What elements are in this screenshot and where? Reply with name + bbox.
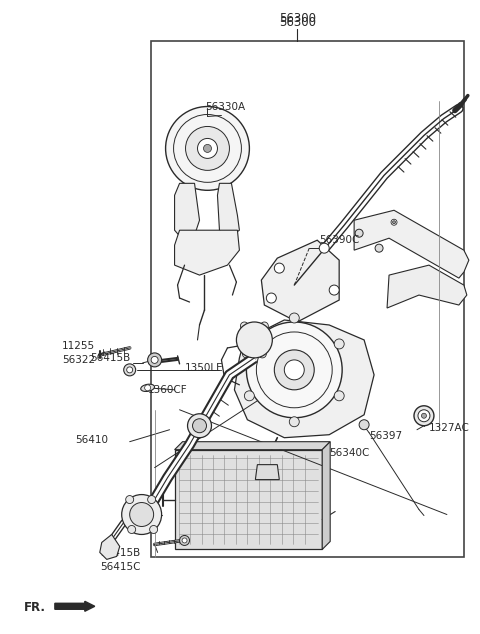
Text: 56300: 56300 [279, 16, 316, 29]
Circle shape [421, 413, 426, 418]
Circle shape [260, 322, 268, 330]
Circle shape [244, 391, 254, 401]
Circle shape [182, 538, 187, 543]
Circle shape [418, 410, 430, 422]
Polygon shape [261, 240, 339, 322]
Polygon shape [322, 442, 330, 550]
Circle shape [355, 230, 363, 237]
Polygon shape [175, 230, 240, 275]
Text: 56330A: 56330A [205, 101, 246, 112]
Circle shape [180, 536, 190, 545]
Text: 56415C: 56415C [100, 562, 140, 573]
Text: 11255: 11255 [62, 341, 95, 351]
Circle shape [244, 330, 264, 350]
FancyArrow shape [55, 601, 95, 611]
Bar [151, 41, 464, 557]
Circle shape [275, 263, 284, 273]
Circle shape [334, 339, 344, 349]
Circle shape [204, 145, 212, 152]
Circle shape [186, 126, 229, 171]
Circle shape [122, 495, 162, 534]
Circle shape [284, 360, 304, 380]
Polygon shape [234, 320, 374, 437]
Circle shape [126, 496, 133, 503]
Circle shape [391, 219, 397, 225]
Circle shape [237, 322, 272, 358]
Text: 1327AC: 1327AC [429, 423, 470, 433]
Circle shape [128, 526, 136, 533]
Circle shape [319, 243, 329, 253]
Circle shape [197, 138, 217, 158]
Polygon shape [354, 210, 469, 278]
Circle shape [151, 356, 158, 363]
Circle shape [130, 503, 154, 526]
Circle shape [240, 322, 248, 330]
Text: FR.: FR. [24, 601, 46, 614]
Polygon shape [175, 442, 330, 450]
Circle shape [393, 221, 396, 224]
Circle shape [150, 526, 157, 533]
Polygon shape [100, 534, 120, 559]
Circle shape [148, 353, 162, 367]
Polygon shape [175, 450, 322, 550]
Circle shape [188, 414, 212, 437]
Circle shape [242, 350, 251, 358]
Circle shape [289, 417, 299, 427]
Circle shape [375, 244, 383, 252]
Text: 56397: 56397 [369, 430, 402, 441]
Circle shape [329, 285, 339, 295]
Text: 56300: 56300 [279, 12, 316, 25]
Circle shape [275, 350, 314, 390]
Circle shape [289, 313, 299, 323]
Text: 56415B: 56415B [90, 353, 130, 363]
Circle shape [127, 367, 132, 373]
Ellipse shape [141, 384, 155, 391]
Circle shape [266, 293, 276, 303]
Circle shape [244, 339, 254, 349]
Circle shape [359, 420, 369, 430]
Text: 1360CF: 1360CF [148, 385, 187, 395]
Circle shape [144, 385, 151, 391]
Text: 56340C: 56340C [329, 448, 370, 458]
Circle shape [192, 418, 206, 433]
Text: 56410: 56410 [75, 435, 108, 444]
Circle shape [166, 107, 250, 190]
Circle shape [334, 391, 344, 401]
Text: 1350LE: 1350LE [184, 363, 223, 373]
Polygon shape [175, 183, 200, 238]
Text: 56415B: 56415B [100, 548, 140, 559]
Circle shape [124, 364, 136, 376]
Circle shape [148, 496, 156, 503]
Text: 56390C: 56390C [319, 235, 360, 245]
Polygon shape [217, 183, 240, 238]
Polygon shape [255, 465, 279, 479]
Circle shape [414, 406, 434, 426]
Circle shape [246, 322, 342, 418]
Text: 56322: 56322 [62, 355, 95, 365]
Circle shape [258, 350, 266, 358]
Polygon shape [387, 265, 467, 308]
